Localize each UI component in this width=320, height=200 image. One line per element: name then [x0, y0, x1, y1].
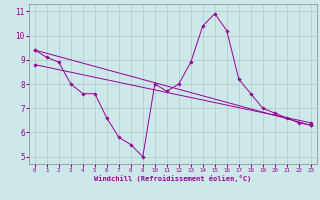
X-axis label: Windchill (Refroidissement éolien,°C): Windchill (Refroidissement éolien,°C) — [94, 175, 252, 182]
